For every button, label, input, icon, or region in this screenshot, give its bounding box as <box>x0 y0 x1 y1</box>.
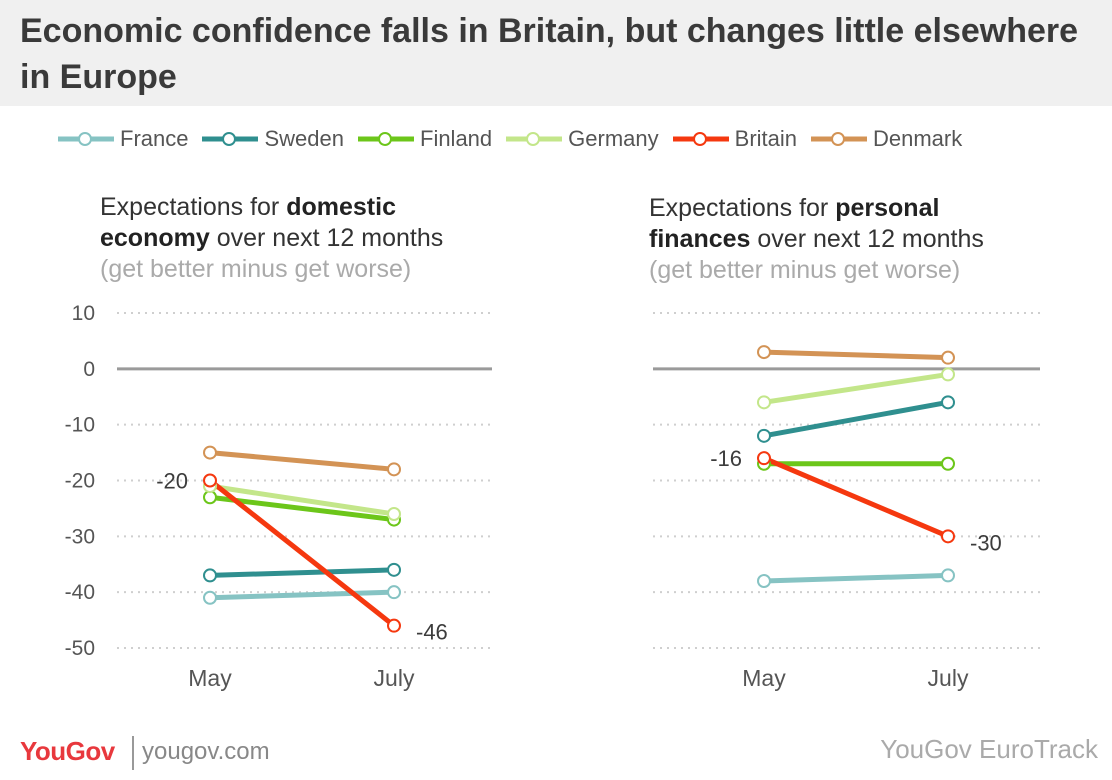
data-point-britain-personal <box>757 451 771 466</box>
series-line-denmark-personal <box>761 349 951 361</box>
data-point-britain-domestic <box>203 473 217 488</box>
legend-swatch-germany <box>506 132 563 146</box>
legend-label-finland: Finland <box>420 126 493 151</box>
y-tick-label: -40 <box>65 581 95 604</box>
data-label-britain-domestic: -46 <box>416 620 448 645</box>
title-band <box>0 0 1112 106</box>
legend-swatch-sweden <box>202 132 259 146</box>
legend-label-france: France <box>120 126 189 151</box>
data-point-finland-personal <box>941 456 955 471</box>
legend-label-germany: Germany <box>568 126 659 151</box>
data-point-sweden-personal <box>941 395 955 410</box>
legend-label-britain: Britain <box>734 126 797 151</box>
data-point-sweden-domestic <box>203 568 217 583</box>
data-label-britain-domestic: -20 <box>156 469 188 494</box>
series-line-france-domestic <box>207 589 397 601</box>
x-tick-label: July <box>374 665 415 691</box>
y-tick-label: -30 <box>65 525 95 548</box>
data-point-denmark-personal <box>757 345 771 360</box>
legend-item-denmark: Denmark <box>811 126 962 152</box>
legend-item-france: France <box>58 126 188 152</box>
data-point-britain-personal <box>941 529 955 544</box>
series-line-france-personal <box>761 572 951 584</box>
series-line-britain-domestic <box>207 478 397 629</box>
legend-item-britain: Britain <box>672 126 797 152</box>
y-tick-label: -50 <box>65 637 95 660</box>
data-point-denmark-domestic <box>387 462 401 477</box>
legend-label-sweden: Sweden <box>264 126 344 151</box>
x-tick-label: May <box>188 665 232 691</box>
footer-url[interactable]: yougov.com <box>142 738 270 765</box>
panel-subtitle-domestic: (get better minus get worse) <box>100 255 412 283</box>
y-tick-label: -20 <box>65 470 95 493</box>
data-label-britain-personal: -16 <box>710 446 742 471</box>
data-point-germany-domestic <box>387 507 401 521</box>
panel-title-domestic-pre: Expectations for <box>100 193 287 221</box>
footer-separator <box>132 736 134 770</box>
data-point-france-personal <box>941 568 955 583</box>
panel-title-personal-pre: Expectations for <box>649 194 836 222</box>
series-line-denmark-domestic <box>207 450 397 472</box>
data-label-britain-personal: -30 <box>970 530 1002 555</box>
y-tick-label: 10 <box>72 302 95 325</box>
data-point-germany-personal <box>941 367 955 382</box>
data-point-denmark-domestic <box>203 445 217 460</box>
data-point-france-domestic <box>387 585 401 600</box>
series-line-sweden-domestic <box>207 567 397 578</box>
series-line-britain-personal <box>761 455 951 539</box>
series-line-germany-domestic <box>207 483 397 517</box>
x-tick-label: May <box>742 665 786 691</box>
panel-title-personal-bold1: personal <box>835 194 940 222</box>
panel-title-domestic-bold1: domestic <box>286 193 396 221</box>
chart-title: Economic confidence falls in Britain, bu… <box>20 12 1079 96</box>
data-point-germany-personal <box>757 395 771 410</box>
panel-title-personal-post: over next 12 months <box>750 225 984 253</box>
data-point-france-domestic <box>203 590 217 605</box>
legend-swatch-denmark <box>811 132 867 146</box>
legend-item-sweden: Sweden <box>202 126 344 152</box>
y-tick-label: 0 <box>83 358 95 381</box>
data-point-sweden-domestic <box>387 562 401 577</box>
panel-title-domestic-bold2: economy <box>100 224 210 252</box>
x-tick-label: July <box>928 665 969 691</box>
legend-swatch-britain <box>672 132 729 146</box>
series-line-sweden-personal <box>761 399 951 439</box>
panel-title-personal: Expectations for personal finances over … <box>649 193 984 286</box>
panel-subtitle-personal: (get better minus get worse) <box>649 256 961 284</box>
y-tick-label: -10 <box>65 414 95 437</box>
panel-title-domestic-post: over next 12 months <box>209 224 444 252</box>
series-line-germany-personal <box>761 371 951 405</box>
panel-title-domestic: Expectations for domestic economy over n… <box>100 192 443 285</box>
legend-item-germany: Germany <box>506 126 659 152</box>
data-point-sweden-personal <box>757 428 771 443</box>
panel-title-personal-bold2: finances <box>649 225 751 253</box>
legend-item-finland: Finland <box>358 126 492 152</box>
footer-source: YouGov EuroTrack <box>880 734 1098 764</box>
yougov-logo: YouGov <box>20 736 115 766</box>
legend-swatch-finland <box>358 132 414 146</box>
data-point-britain-domestic <box>387 618 401 633</box>
legend-label-denmark: Denmark <box>873 126 963 151</box>
legend-swatch-france <box>58 132 114 146</box>
legend: France Sweden Finland Germany Britain De… <box>58 124 976 154</box>
data-point-denmark-personal <box>941 350 955 365</box>
data-point-france-personal <box>757 574 771 588</box>
series-line-finland-domestic <box>207 494 397 523</box>
